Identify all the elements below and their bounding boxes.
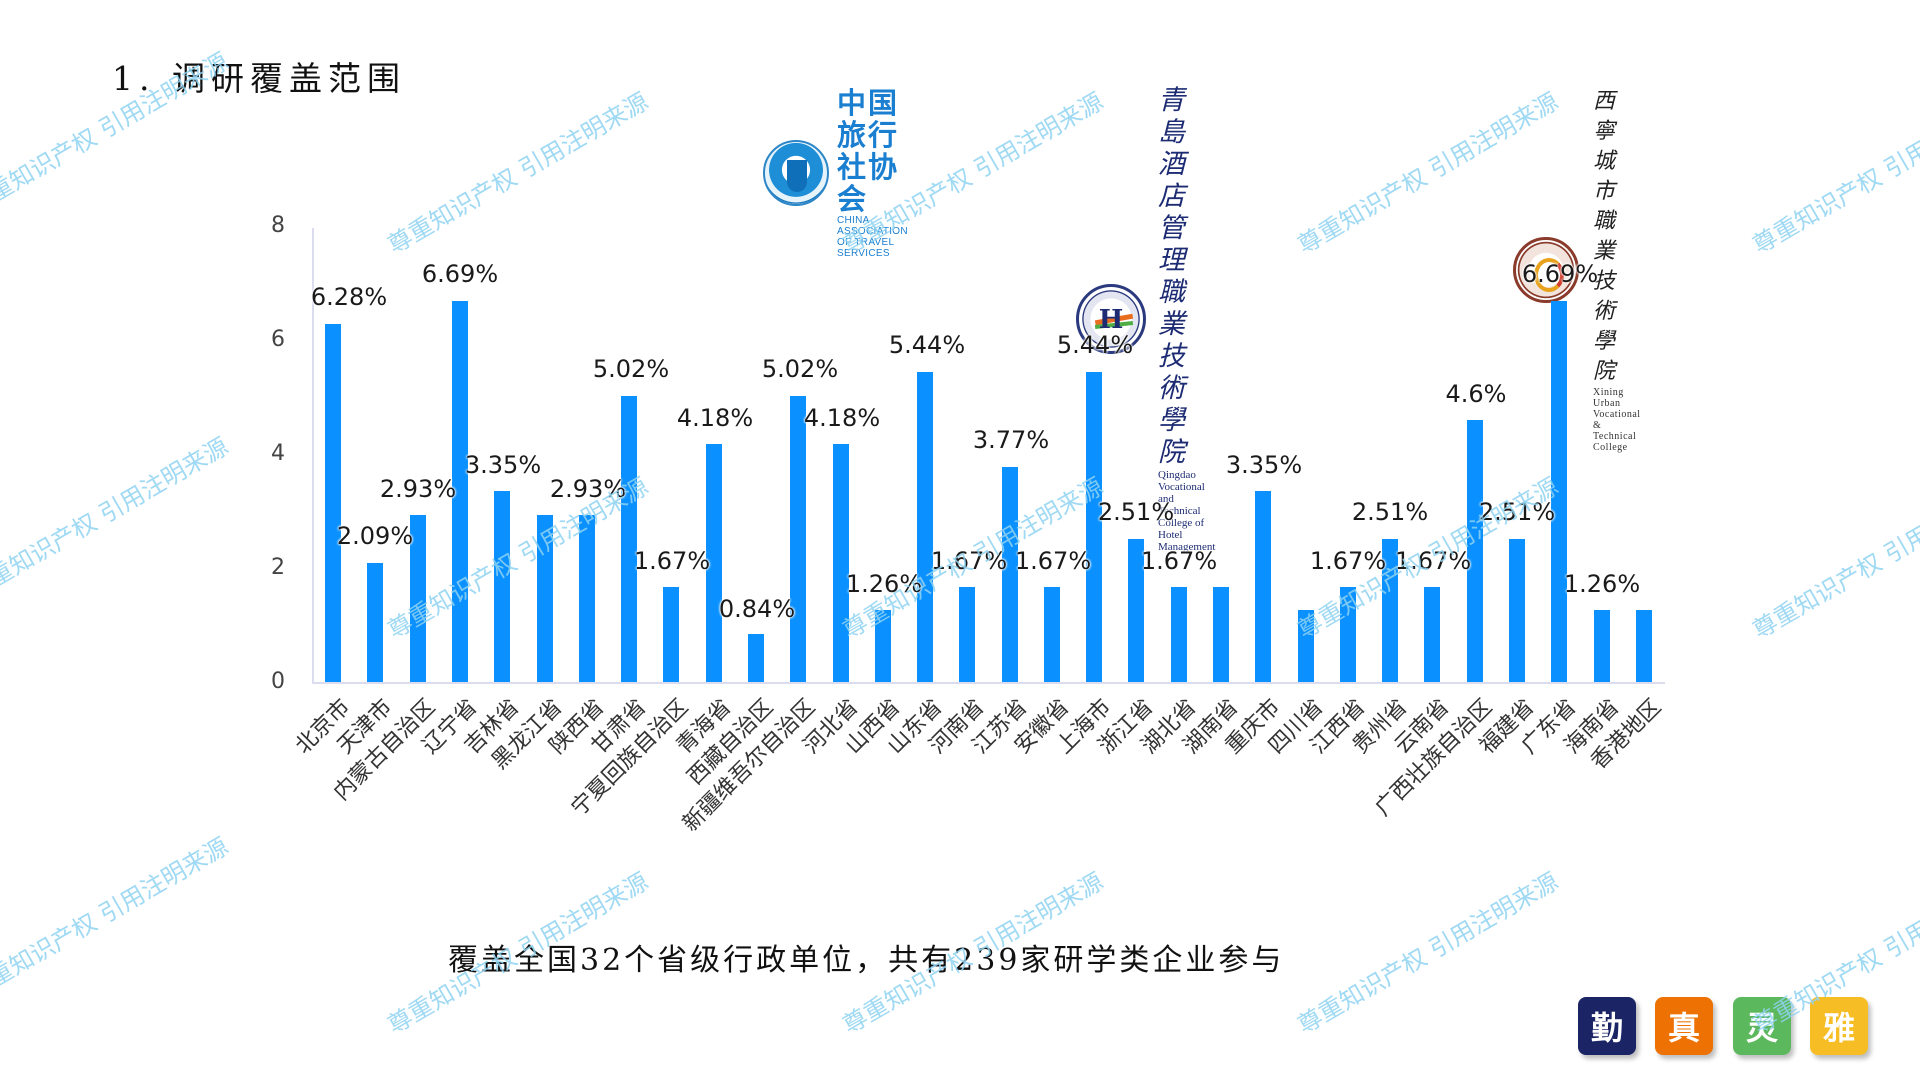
qingdao-college-logo: H 青島酒店管理職業技術學院 Qingdao Vocational and Te…: [1076, 85, 1215, 553]
data-label: 1.67%: [1014, 547, 1092, 575]
motto-badge: 灵: [1733, 997, 1791, 1055]
y-tick-label: 0: [271, 669, 285, 694]
bar[interactable]: [1635, 610, 1652, 682]
y-tick-label: 4: [271, 441, 285, 466]
bar[interactable]: [832, 443, 849, 682]
cats-emblem-icon: [763, 140, 829, 206]
data-label: 2.93%: [549, 475, 627, 503]
data-label: 0.84%: [718, 595, 796, 623]
data-label: 2.09%: [336, 522, 414, 550]
data-label: 5.44%: [888, 331, 966, 359]
bar[interactable]: [536, 514, 553, 682]
bar[interactable]: [1593, 610, 1610, 682]
data-label: 3.35%: [1225, 451, 1303, 479]
bar[interactable]: [1043, 586, 1060, 682]
data-label: 1.67%: [1140, 547, 1218, 575]
data-label: 4.6%: [1445, 380, 1507, 408]
qingdao-name-cn: 青島酒店管理職業技術學院: [1158, 85, 1188, 468]
bar[interactable]: [1551, 300, 1568, 682]
bar[interactable]: [705, 443, 722, 682]
bar[interactable]: [1509, 538, 1526, 682]
data-label: 6.69%: [1521, 260, 1599, 288]
data-label: 5.02%: [592, 355, 670, 383]
bar[interactable]: [917, 371, 934, 682]
data-label: 6.69%: [421, 260, 499, 288]
data-label: 4.18%: [676, 404, 754, 432]
cats-logo: 中国旅行社协会 CHINA ASSOCIATION OF TRAVEL SERV…: [763, 87, 908, 259]
bar[interactable]: [1086, 371, 1103, 682]
data-label: 1.26%: [845, 570, 923, 598]
x-axis-line: [312, 682, 1665, 684]
data-label: 1.67%: [1309, 547, 1387, 575]
bar[interactable]: [451, 300, 468, 682]
motto-badge: 雅: [1810, 997, 1868, 1055]
data-label: 1.67%: [633, 547, 711, 575]
bar[interactable]: [747, 634, 764, 682]
bar[interactable]: [578, 514, 595, 682]
bar[interactable]: [409, 514, 426, 682]
motto-badge: 勤: [1578, 997, 1636, 1055]
data-label: 5.44%: [1056, 331, 1134, 359]
bar[interactable]: [1297, 610, 1314, 682]
bar[interactable]: [790, 395, 807, 682]
bar[interactable]: [1128, 538, 1145, 682]
bar[interactable]: [663, 586, 680, 682]
xining-name-cn: 西寧城市職業技術學院: [1593, 89, 1619, 384]
y-tick-label: 8: [271, 213, 285, 238]
bar[interactable]: [1170, 586, 1187, 682]
bar[interactable]: [494, 491, 511, 682]
bar[interactable]: [1213, 586, 1230, 682]
motto-badge: 真: [1655, 997, 1713, 1055]
data-label: 3.35%: [464, 451, 542, 479]
y-tick-label: 6: [271, 327, 285, 352]
data-label: 1.26%: [1563, 570, 1641, 598]
data-label: 1.67%: [1394, 547, 1472, 575]
qingdao-emblem-icon: H: [1076, 284, 1146, 354]
bar[interactable]: [1255, 491, 1272, 682]
y-tick-label: 2: [271, 555, 285, 580]
data-label: 4.18%: [803, 404, 881, 432]
bar[interactable]: [959, 586, 976, 682]
cats-name-en: CHINA ASSOCIATION OF TRAVEL SERVICES: [837, 215, 908, 259]
xining-emblem-icon: [1513, 237, 1579, 303]
data-label: 6.28%: [310, 283, 388, 311]
data-label: 1.67%: [930, 547, 1008, 575]
cats-name-cn: 中国旅行社协会: [837, 86, 900, 216]
bar[interactable]: [1001, 467, 1018, 682]
data-label: 2.93%: [379, 475, 457, 503]
bar[interactable]: [325, 324, 342, 682]
bar[interactable]: [367, 562, 384, 682]
data-label: 2.51%: [1478, 498, 1556, 526]
data-label: 2.51%: [1097, 498, 1175, 526]
bar[interactable]: [874, 610, 891, 682]
data-label: 2.51%: [1351, 498, 1429, 526]
bar[interactable]: [1466, 419, 1483, 682]
xining-college-logo: 西寧城市職業技術學院 Xining Urban Vocational & Tec…: [1513, 87, 1641, 453]
xining-name-en: Xining Urban Vocational & Technical Coll…: [1593, 387, 1641, 453]
province-coverage-bar-chart: 0 2 4 6 8 北京市 天津市 内蒙古自治区 辽宁省 吉林省 黑龙江省 陕西省 甘肃省 宁夏回族自治区…: [271, 213, 1666, 837]
data-label: 3.77%: [972, 426, 1050, 454]
bar[interactable]: [1424, 586, 1441, 682]
qingdao-name-en: Qingdao Vocational and Technical College…: [1158, 469, 1216, 553]
coverage-caption: 覆盖全国32个省级行政单位，共有239家研学类企业参与: [448, 943, 1285, 978]
y-axis-line: [312, 228, 314, 684]
slide-title: 1. 调研覆盖范围: [112, 59, 406, 98]
bar[interactable]: [621, 395, 638, 682]
bar[interactable]: [1339, 586, 1356, 682]
data-label: 5.02%: [761, 355, 839, 383]
bar[interactable]: [1382, 538, 1399, 682]
